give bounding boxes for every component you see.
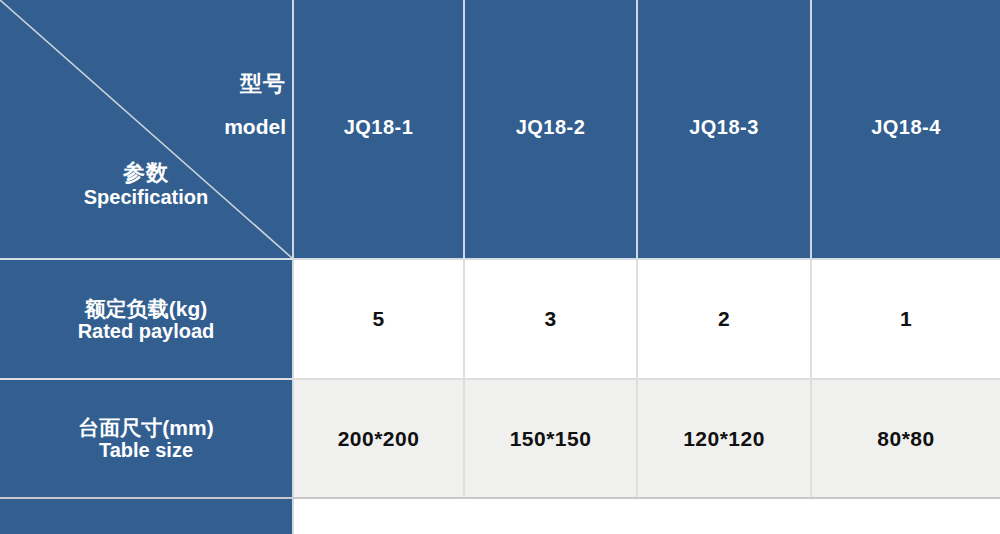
corner-spec-label: 参数 Specification — [0, 160, 292, 209]
partial-next-row — [0, 497, 1000, 534]
rated-payload-value: 3 — [544, 307, 556, 331]
table-size-label-cell: 台面尺寸(mm) Table size — [0, 380, 294, 497]
model-name: JQ18-1 — [344, 116, 414, 143]
table-size-value-cell: 200*200 — [294, 380, 465, 497]
rated-payload-row: 额定负载(kg) Rated payload 5 3 2 1 — [0, 258, 1000, 378]
rated-payload-label-en: Rated payload — [78, 320, 215, 342]
table-size-label-zh: 台面尺寸(mm) — [78, 416, 213, 439]
rated-payload-value: 5 — [372, 307, 384, 331]
partial-value-cell — [294, 499, 465, 534]
partial-label-cell — [0, 499, 294, 534]
corner-spec-zh: 参数 — [0, 160, 292, 186]
rated-payload-value: 2 — [718, 307, 730, 331]
column-header-jq18-1: JQ18-1 — [294, 0, 465, 258]
rated-payload-label-cell: 额定负载(kg) Rated payload — [0, 260, 294, 378]
table-size-value: 80*80 — [877, 427, 934, 451]
model-name: JQ18-3 — [689, 116, 759, 143]
corner-model-zh: 型号 — [224, 70, 286, 98]
rated-payload-value-cell: 3 — [465, 260, 638, 378]
table-size-value-cell: 150*150 — [465, 380, 638, 497]
column-header-jq18-3: JQ18-3 — [638, 0, 812, 258]
partial-value-cell — [812, 499, 1000, 534]
table-size-value: 200*200 — [338, 427, 420, 451]
table-size-value-cell: 80*80 — [812, 380, 1000, 497]
rated-payload-value: 1 — [900, 307, 912, 331]
model-name: JQ18-2 — [516, 116, 586, 143]
corner-model-en: model — [224, 114, 286, 140]
table-size-value: 150*150 — [510, 427, 592, 451]
table-size-value: 120*120 — [683, 427, 765, 451]
partial-value-cell — [638, 499, 812, 534]
table-size-row: 台面尺寸(mm) Table size 200*200 150*150 120*… — [0, 378, 1000, 497]
product-spec-table: 型号 model 参数 Specification JQ18-1 JQ18-2 … — [0, 0, 1000, 534]
rated-payload-label-zh: 额定负载(kg) — [85, 297, 208, 320]
header-row: 型号 model 参数 Specification JQ18-1 JQ18-2 … — [0, 0, 1000, 258]
rated-payload-value-cell: 2 — [638, 260, 812, 378]
table-size-label-en: Table size — [99, 439, 193, 461]
column-header-jq18-2: JQ18-2 — [465, 0, 638, 258]
corner-model-label: 型号 model — [224, 70, 286, 140]
rated-payload-value-cell: 5 — [294, 260, 465, 378]
table-size-value-cell: 120*120 — [638, 380, 812, 497]
corner-spec-en: Specification — [0, 186, 292, 209]
model-name: JQ18-4 — [871, 116, 941, 143]
column-header-jq18-4: JQ18-4 — [812, 0, 1000, 258]
partial-value-cell — [465, 499, 638, 534]
rated-payload-value-cell: 1 — [812, 260, 1000, 378]
corner-cell: 型号 model 参数 Specification — [0, 0, 294, 258]
